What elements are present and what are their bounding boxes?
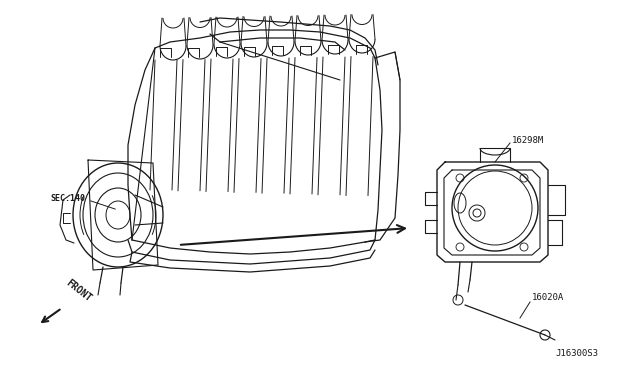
- Text: SEC.140: SEC.140: [50, 193, 85, 202]
- Text: 16298M: 16298M: [512, 135, 544, 144]
- Text: J16300S3: J16300S3: [555, 349, 598, 358]
- Text: FRONT: FRONT: [64, 278, 93, 304]
- Text: 16020A: 16020A: [532, 294, 564, 302]
